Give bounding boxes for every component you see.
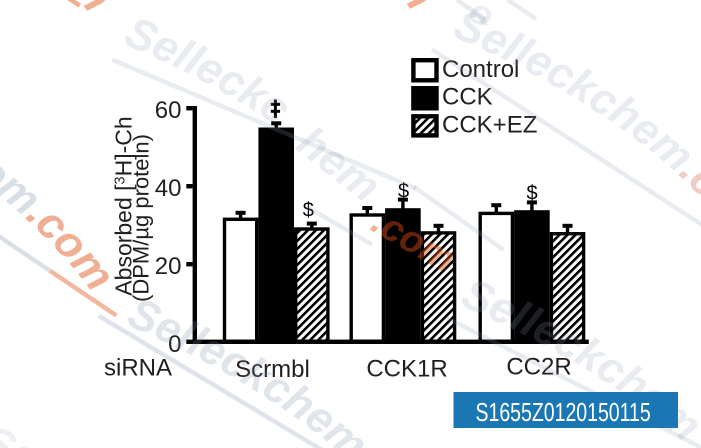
- svg-text:Scrmbl: Scrmbl: [235, 356, 310, 383]
- svg-text:Control: Control: [442, 56, 519, 83]
- svg-text:(DPM/µg protein): (DPM/µg protein): [129, 134, 154, 302]
- svg-text:CCK+EZ: CCK+EZ: [442, 111, 537, 138]
- svg-text:siRNA: siRNA: [104, 355, 172, 382]
- svg-text:$: $: [303, 200, 314, 222]
- svg-text:Absorbed [3H]-Ch: Absorbed [3H]-Ch: [111, 116, 137, 295]
- svg-text:$: $: [398, 181, 409, 203]
- svg-text:40: 40: [155, 175, 182, 202]
- svg-text:CC2R: CC2R: [506, 354, 571, 381]
- svg-text:60: 60: [155, 97, 182, 124]
- svg-text:S1655Z0120150115: S1655Z0120150115: [476, 397, 651, 426]
- svg-text:$: $: [526, 183, 537, 205]
- svg-text:CCK: CCK: [442, 84, 493, 111]
- svg-text:CCK1R: CCK1R: [366, 356, 447, 383]
- svg-text:20: 20: [155, 253, 182, 280]
- svg-text:0: 0: [168, 331, 181, 358]
